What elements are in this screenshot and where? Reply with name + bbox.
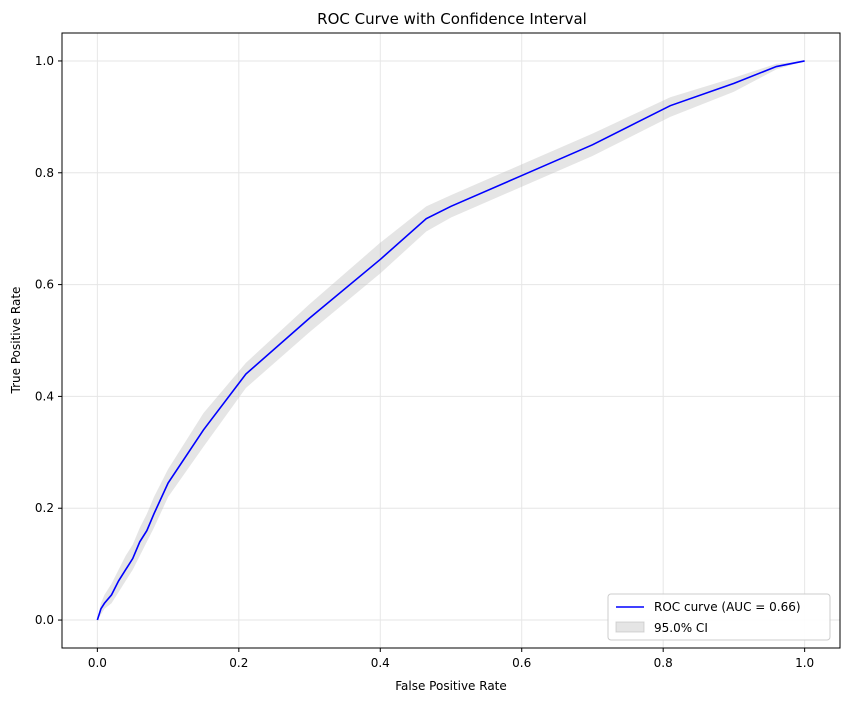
legend-ci-swatch [615,621,645,633]
grid-lines [62,33,840,648]
y-tick-label: 0.4 [35,389,54,403]
y-axis-label: True Positive Rate [9,287,23,395]
plot-frame [61,32,841,649]
y-tick-label: 0.2 [35,501,54,515]
x-tick-label: 0.4 [371,656,390,670]
chart-title: ROC Curve with Confidence Interval [317,10,587,28]
ci-band [97,60,805,621]
x-axis-ticks: 0.0 0.2 0.4 0.6 0.8 1.0 [88,648,814,670]
y-tick-label: 1.0 [35,54,54,68]
y-tick-label: 0.8 [35,166,54,180]
legend-box [607,593,831,641]
x-tick-label: 0.6 [512,656,531,670]
roc-line [96,60,805,621]
y-tick-label: 0.0 [35,613,54,627]
x-axis-label: False Positive Rate [395,679,507,693]
x-tick-label: 0.8 [654,656,673,670]
x-tick-label: 0.0 [88,656,107,670]
x-tick-label: 0.2 [229,656,248,670]
x-tick-label: 1.0 [795,656,814,670]
y-axis-ticks: 0.0 0.2 0.4 0.6 0.8 1.0 [35,54,62,627]
legend-roc-label: ROC curve (AUC = 0.66) [654,600,801,614]
legend: ROC curve (AUC = 0.66) 95.0% CI [607,593,831,641]
y-tick-label: 0.6 [35,278,54,292]
legend-ci-label: 95.0% CI [654,621,708,635]
